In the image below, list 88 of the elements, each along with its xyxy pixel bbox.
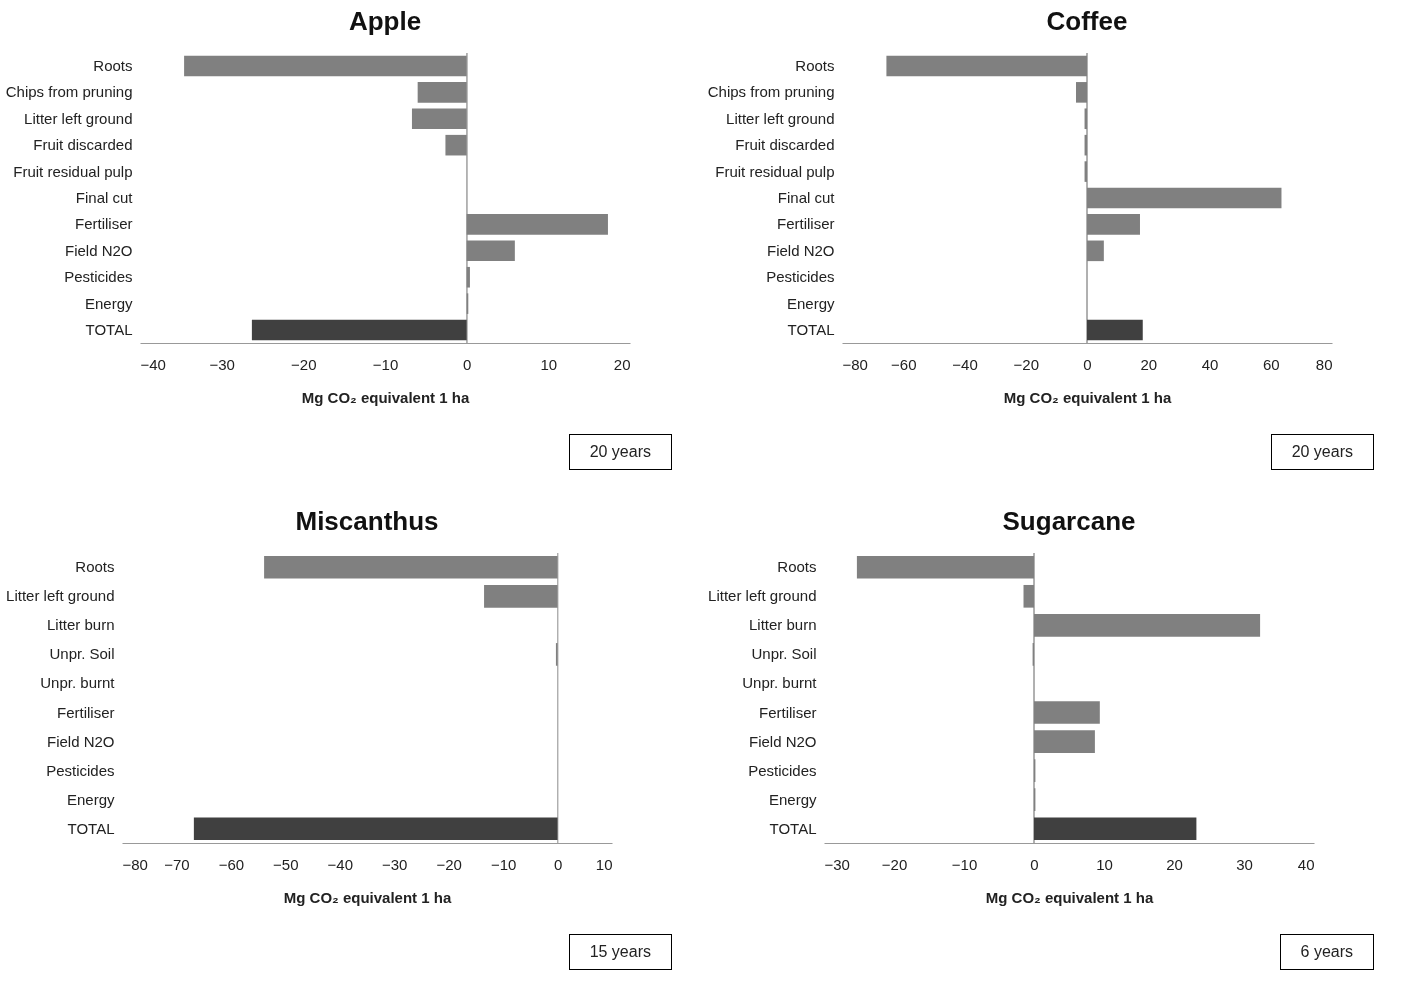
x-tick-label: 0 [462,355,472,373]
x-tick-label: −60 [891,355,917,373]
y-tick-label: Litter left ground [6,587,115,605]
x-tick-label: −20 [1013,355,1039,373]
x-tick-label: −40 [327,855,353,873]
y-tick-label: Unpr. burnt [40,674,116,692]
y-tick-label: Fruit discarded [33,136,133,154]
x-axis-title: Mg CO₂ equivalent 1 ha [1003,388,1172,406]
x-tick-label: 10 [595,855,613,873]
x-axis-title: Mg CO₂ equivalent 1 ha [283,888,452,906]
x-tick-label: −60 [218,855,245,873]
y-tick-label: Final cut [75,189,134,206]
chart-title: Sugarcane [1002,505,1136,536]
x-tick-label: 0 [1083,355,1092,373]
y-tick-label: Unpr. burnt [742,674,818,692]
y-tick-label: TOTAL [67,819,115,837]
y-tick-label: Pesticides [766,268,835,286]
y-tick-label: Fruit residual pulp [13,162,133,180]
y-tick-label: Field N2O [46,732,115,750]
x-tick-label: −30 [209,355,235,373]
x-tick-label: 10 [540,355,558,373]
y-tick-label: TOTAL [787,321,835,339]
text: 6 years [1279,934,1374,970]
x-axis-title: Mg CO₂ equivalent 1 ha [985,888,1154,906]
chart-title: Apple [348,5,422,36]
y-tick-label: Chips from pruning [5,83,133,101]
y-tick-label: Field N2O [766,241,835,259]
y-tick-label: Energy [84,294,133,312]
y-tick-label: Energy [786,294,835,312]
y-tick-label: Fertiliser [74,215,133,233]
x-tick-label: −20 [436,855,462,873]
y-tick-label: Roots [93,56,133,74]
y-tick-label: Litter burn [46,616,115,634]
x-tick-label: −50 [273,855,299,873]
x-tick-label: −20 [881,855,908,873]
y-tick-label: Pesticides [46,761,115,779]
x-tick-label: 20 [613,355,631,373]
y-tick-label: Pesticides [748,761,817,779]
x-tick-label: −70 [164,855,190,873]
chart-title: Miscanthus [295,505,439,536]
x-tick-label: 30 [1236,855,1253,873]
x-tick-label: 40 [1297,855,1315,873]
y-tick-label: TOTAL [769,819,817,837]
x-tick-label: −40 [952,355,978,373]
x-tick-label: −80 [122,855,148,873]
text: 20 years [568,434,672,470]
x-tick-label: 20 [1140,355,1158,373]
x-tick-label: 0 [553,855,563,873]
x-tick-label: −10 [951,855,978,873]
y-tick-label: Litter burn [748,616,817,634]
y-tick-label: TOTAL [85,321,133,339]
y-tick-label: Roots [795,56,835,74]
y-tick-label: Fruit residual pulp [715,162,835,180]
y-tick-label: Unpr. Soil [49,645,115,663]
text: 15 years [568,934,672,970]
y-tick-label: Unpr. Soil [751,645,817,663]
y-tick-label: Fertiliser [56,703,115,721]
x-tick-label: 0 [1030,855,1039,873]
y-tick-label: Roots [777,558,817,576]
x-tick-label: 20 [1166,855,1183,873]
x-tick-label: 10 [1096,855,1113,873]
y-tick-label: Field N2O [748,732,817,750]
chart-title: Coffee [1046,5,1128,36]
y-tick-label: Energy [66,790,115,808]
x-axis-title: Mg CO₂ equivalent 1 ha [301,388,470,406]
y-tick-label: Litter left ground [726,109,835,127]
y-tick-label: Fertiliser [758,703,817,721]
x-tick-label: −80 [842,355,868,373]
x-tick-label: −20 [291,355,317,373]
y-tick-label: Pesticides [64,268,133,286]
y-tick-label: Fertiliser [776,215,835,233]
x-tick-label: −40 [140,355,166,373]
y-tick-label: Litter left ground [708,587,817,605]
x-tick-label: 40 [1201,355,1219,373]
y-tick-label: Roots [75,558,115,576]
y-tick-label: Final cut [777,189,836,206]
y-tick-label: Energy [768,790,817,808]
x-tick-label: 80 [1315,355,1333,373]
x-tick-label: −10 [490,855,517,873]
text: 20 years [1270,434,1374,470]
x-tick-label: −30 [382,855,408,873]
x-tick-label: −10 [372,355,399,373]
y-tick-label: Chips from pruning [707,83,835,101]
y-tick-label: Litter left ground [24,109,133,127]
y-tick-label: Fruit discarded [735,136,835,154]
x-tick-label: 60 [1262,355,1280,373]
x-tick-label: −30 [824,855,850,873]
y-tick-label: Field N2O [64,241,133,259]
